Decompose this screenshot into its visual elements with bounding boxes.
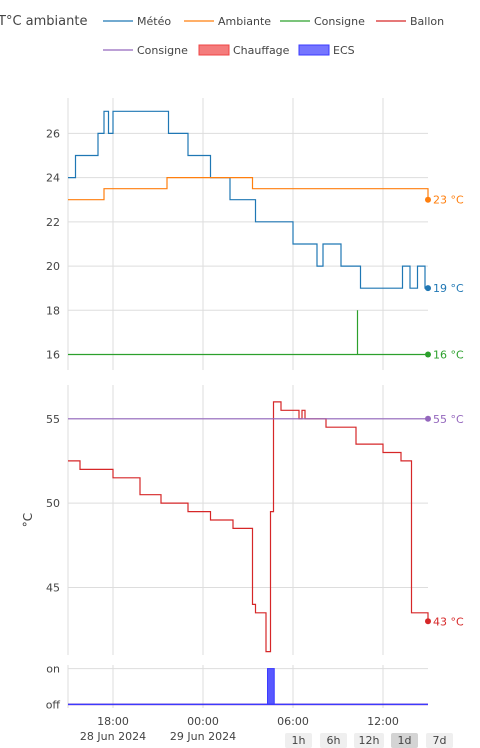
y-tick-label: on <box>46 663 60 676</box>
x-tick-sublabel: 28 Jun 2024 <box>80 730 146 743</box>
y-tick-label: 26 <box>46 127 60 140</box>
legend-label: ECS <box>333 44 355 57</box>
legend-label: Consigne <box>314 15 365 28</box>
range-button-6h[interactable]: 6h <box>320 733 347 748</box>
series-end-marker-ballon <box>425 618 431 625</box>
series-line-ballon <box>68 401 429 653</box>
y-tick-label: off <box>46 698 61 711</box>
series-line-meteo <box>68 110 428 289</box>
legend-item-ecs[interactable]: ECS <box>298 44 355 57</box>
series-end-label-ambiante: 23 °C <box>433 194 464 207</box>
legend-item-ballon[interactable]: Ballon <box>376 15 444 28</box>
y-axis-title: °C <box>21 513 35 527</box>
x-tick-label: 00:00 <box>187 715 219 728</box>
range-button-7d[interactable]: 7d <box>426 733 453 748</box>
y-tick-label: 20 <box>46 260 60 273</box>
series-end-label-meteo: 19 °C <box>433 282 464 295</box>
series-end-label-consigne: 16 °C <box>433 349 464 362</box>
y-tick-label: 16 <box>46 349 60 362</box>
x-tick-sublabel: 29 Jun 2024 <box>170 730 236 743</box>
y-tick-label: 18 <box>46 304 60 317</box>
y-tick-label: 22 <box>46 216 60 229</box>
series-end-marker-ambiante <box>425 196 431 203</box>
chart-title: T°C ambiante <box>0 14 87 29</box>
legend-item-consigne[interactable]: Consigne <box>280 15 365 28</box>
legend-label: Ambiante <box>218 15 271 28</box>
range-button-12h[interactable]: 12h <box>354 733 384 748</box>
legend-item-chauffage[interactable]: Chauffage <box>198 44 290 57</box>
series-end-marker-meteo <box>425 285 431 292</box>
y-tick-label: 45 <box>46 582 60 595</box>
legend-swatch-box <box>198 44 230 56</box>
legend-item-consigne[interactable]: Consigne <box>103 44 188 57</box>
series-end-marker-consigne_ballon <box>425 415 431 422</box>
y-tick-label: 55 <box>46 413 60 426</box>
series-line-ambiante <box>68 177 429 201</box>
range-button-1h[interactable]: 1h <box>285 733 312 748</box>
x-tick-label: 06:00 <box>277 715 309 728</box>
legend-item-ambiante[interactable]: Ambiante <box>184 15 271 28</box>
range-button-1d[interactable]: 1d <box>391 733 418 748</box>
x-tick-label: 18:00 <box>97 715 129 728</box>
legend-label: Météo <box>137 15 171 28</box>
legend-label: Chauffage <box>233 44 290 57</box>
series-end-marker-consigne <box>425 351 431 358</box>
y-tick-label: 50 <box>46 497 60 510</box>
y-tick-label: 24 <box>46 172 60 185</box>
status-segment-ecs <box>267 668 275 705</box>
series-end-label-consigne_ballon: 55 °C <box>433 413 464 426</box>
legend-swatch-box <box>298 44 330 56</box>
legend-item-météo[interactable]: Météo <box>103 15 171 28</box>
legend-label: Ballon <box>410 15 444 28</box>
series-line-consigne <box>68 310 428 356</box>
legend-label: Consigne <box>137 44 188 57</box>
series-end-label-ballon: 43 °C <box>433 615 464 628</box>
x-tick-label: 12:00 <box>367 715 399 728</box>
